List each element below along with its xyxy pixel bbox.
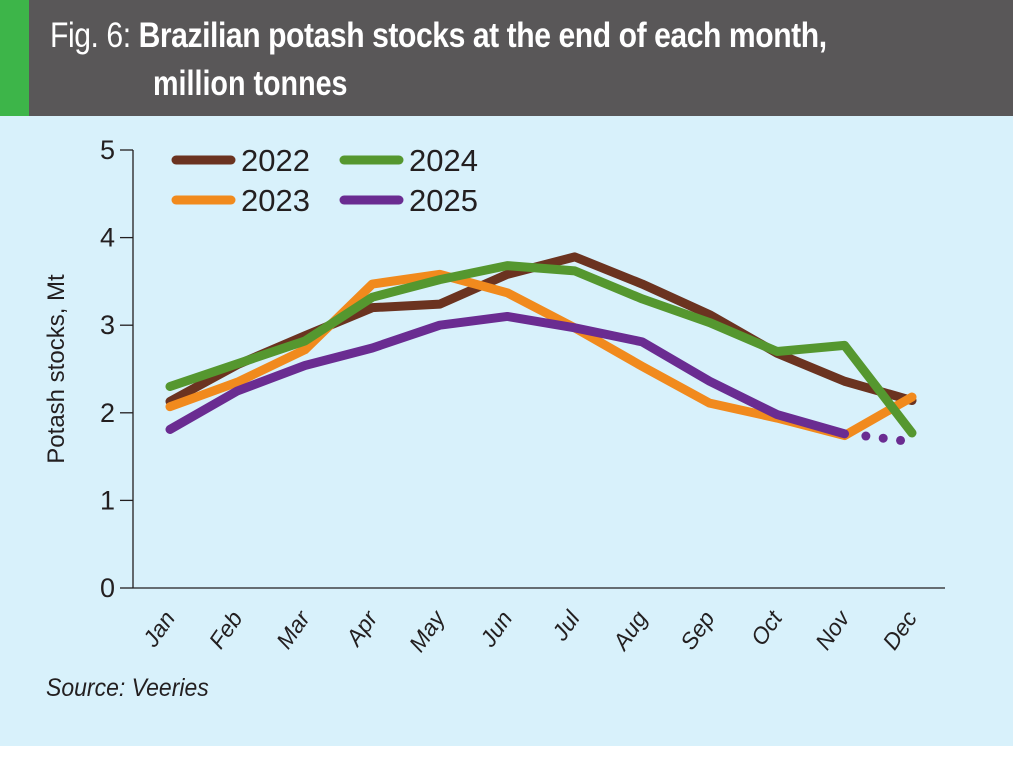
legend-item-2024: 2024 — [339, 143, 478, 178]
x-tick-label: Sep — [675, 606, 720, 655]
y-tick-label: 4 — [100, 223, 115, 253]
x-tick-label: Dec — [877, 606, 922, 655]
x-tick-label: Feb — [204, 606, 248, 654]
x-tick-label: Jul — [546, 605, 585, 646]
header-accent-bar — [0, 0, 29, 116]
x-tick-label: Jun — [474, 606, 517, 652]
legend-label-2024: 2024 — [409, 143, 478, 178]
y-tick-label: 3 — [100, 310, 115, 340]
legend-label-2025: 2025 — [409, 183, 478, 218]
x-tick-label: Nov — [810, 605, 856, 655]
legend-item-2022: 2022 — [171, 143, 310, 178]
x-tick-label: May — [404, 605, 451, 657]
series-line-2023 — [165, 269, 917, 441]
figure-label: Fig. 6: — [50, 16, 131, 55]
legend-label-2023: 2023 — [241, 183, 310, 218]
y-tick-label: 1 — [100, 485, 115, 515]
chart-title-line-1: Brazilian potash stocks at the end of ea… — [138, 16, 828, 55]
y-tick-label: 0 — [100, 573, 115, 603]
chart-title-line-2: million tonnes — [153, 64, 348, 103]
legend: 2022 2024 2023 2025 — [171, 143, 478, 218]
y-tick-label: 2 — [100, 398, 115, 428]
projection-dot-2025 — [861, 431, 871, 441]
x-tick-label: Apr — [339, 605, 383, 652]
legend-item-2025: 2025 — [339, 183, 478, 218]
chart-header: Fig. 6: Brazilian potash stocks at the e… — [0, 0, 1013, 116]
projection-dot-2025 — [878, 433, 888, 443]
y-tick-label: 5 — [100, 135, 115, 165]
y-axis-title: Potash stocks, Mt — [43, 274, 70, 464]
x-tick-label: Aug — [606, 606, 652, 656]
source-note: Source: Veeries — [46, 674, 209, 702]
legend-label-2022: 2022 — [241, 143, 310, 178]
projection-dot-2025 — [896, 435, 906, 445]
chart-title: Fig. 6: Brazilian potash stocks at the e… — [50, 16, 827, 56]
x-tick-label: Mar — [271, 605, 316, 653]
series-line-2024 — [165, 261, 917, 438]
series-line-2022 — [165, 252, 917, 406]
legend-item-2023: 2023 — [171, 183, 310, 218]
x-tick-label: Oct — [745, 605, 788, 651]
x-tick-label: Jan — [137, 606, 180, 652]
series-line-2025 — [165, 311, 850, 439]
series-lines — [165, 252, 917, 445]
